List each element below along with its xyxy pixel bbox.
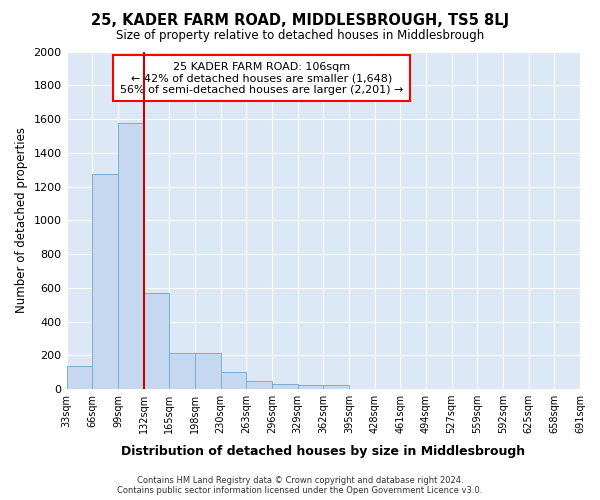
Bar [67,366,92,389]
Text: Size of property relative to detached houses in Middlesbrough: Size of property relative to detached ho… [116,29,484,42]
Bar [118,123,143,389]
Text: 25, KADER FARM ROAD, MIDDLESBROUGH, TS5 8LJ: 25, KADER FARM ROAD, MIDDLESBROUGH, TS5 … [91,12,509,28]
Bar [298,385,323,389]
X-axis label: Distribution of detached houses by size in Middlesbrough: Distribution of detached houses by size … [121,444,526,458]
Bar [195,352,221,389]
Bar [272,384,298,389]
Bar [92,174,118,389]
Text: Contains HM Land Registry data © Crown copyright and database right 2024.
Contai: Contains HM Land Registry data © Crown c… [118,476,482,495]
Bar [246,380,272,389]
Bar [169,352,195,389]
Text: 25 KADER FARM ROAD: 106sqm
← 42% of detached houses are smaller (1,648)
56% of s: 25 KADER FARM ROAD: 106sqm ← 42% of deta… [120,62,403,95]
Bar [143,293,169,389]
Y-axis label: Number of detached properties: Number of detached properties [15,128,28,314]
Bar [221,372,246,389]
Bar [323,385,349,389]
